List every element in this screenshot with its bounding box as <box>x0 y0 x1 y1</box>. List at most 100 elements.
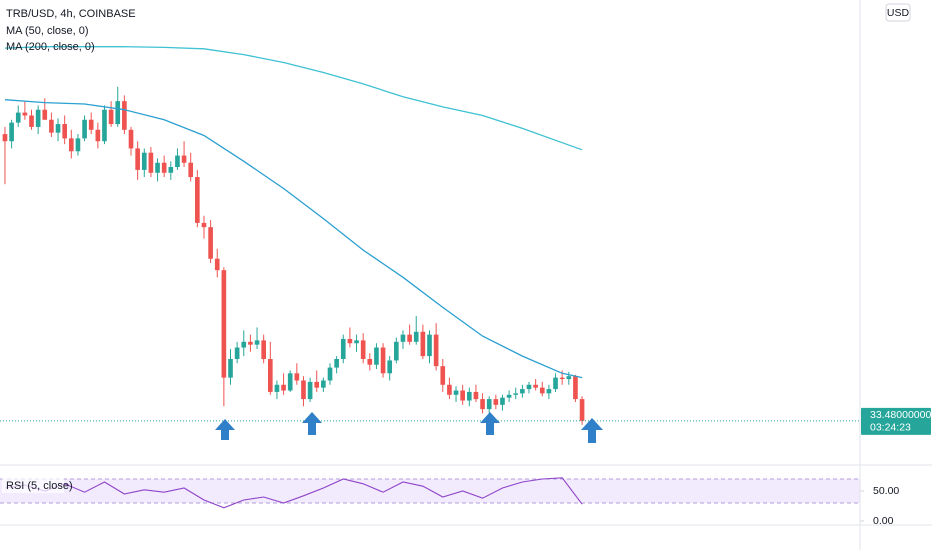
candle-body <box>49 119 54 133</box>
candle-body <box>128 129 134 149</box>
candle-body <box>62 124 67 139</box>
candle-body <box>141 152 147 170</box>
candle-body <box>234 347 240 359</box>
y-tick-label: 0.00 <box>873 515 894 527</box>
candle-body <box>175 155 180 168</box>
candle-body <box>480 399 485 410</box>
candle-body <box>267 358 273 392</box>
candle-body <box>327 367 333 381</box>
candle-body <box>453 390 459 395</box>
candle-body <box>95 129 101 142</box>
rsi-line <box>4 477 583 509</box>
up-arrow <box>215 419 235 440</box>
candle-body <box>135 148 140 170</box>
candle-body <box>75 138 81 152</box>
candle-body <box>314 381 320 388</box>
countdown-label: 03:24:23 <box>870 422 911 434</box>
candle-body <box>248 341 253 345</box>
candle-body <box>367 358 373 365</box>
grid-layer <box>0 478 864 522</box>
y-tick-label: 50.00 <box>873 485 899 497</box>
candle-body <box>208 227 213 259</box>
candle-body <box>413 331 419 342</box>
candle-body <box>321 380 326 388</box>
candle-body <box>307 381 313 400</box>
candle-body <box>228 358 233 378</box>
candle-body <box>486 399 492 410</box>
candle-body <box>433 334 439 367</box>
candle-body <box>533 384 538 388</box>
candle-body <box>466 391 472 401</box>
candle-body <box>188 162 194 178</box>
candle-body <box>500 397 505 405</box>
candle-body <box>559 377 565 380</box>
candle-body <box>360 340 366 359</box>
candle-body <box>88 119 94 130</box>
candle-body <box>340 338 346 359</box>
candle-body <box>566 376 572 380</box>
candle-body <box>68 138 74 152</box>
candle-body <box>195 177 200 223</box>
up-arrow <box>480 412 500 435</box>
candle-body <box>427 334 432 357</box>
candle-body <box>334 358 339 368</box>
candle-body <box>380 347 386 374</box>
candle-body <box>281 384 286 391</box>
legend-entry: MA (200, close, 0) <box>6 41 95 53</box>
candle-body <box>539 387 545 394</box>
last-price-badge <box>861 407 931 435</box>
candle-body <box>148 152 154 173</box>
candle-body <box>400 334 406 342</box>
candle-body <box>161 162 167 173</box>
candle-body <box>374 347 379 365</box>
candle-body <box>261 340 266 359</box>
candle-body <box>108 109 114 125</box>
candle-body <box>553 377 558 390</box>
candle-body <box>254 340 260 345</box>
candle-body <box>294 373 300 381</box>
rsi-band-fill <box>0 478 860 503</box>
candle-body <box>102 109 107 142</box>
candle-body <box>15 112 21 123</box>
candle-body <box>155 162 160 173</box>
chart-title: TRB/USD, 4h, COINBASE <box>6 8 136 20</box>
up-arrow <box>581 418 603 443</box>
moving-average-line <box>4 99 583 379</box>
candle-body <box>42 109 48 120</box>
candle-body <box>122 101 127 130</box>
candle-body <box>407 334 412 342</box>
currency-label: USD <box>887 7 910 19</box>
candle-body <box>201 222 207 228</box>
candle-body <box>22 112 28 116</box>
candle-body <box>347 338 353 344</box>
candle-body <box>493 399 499 405</box>
candle-body <box>35 109 41 127</box>
candle-body <box>181 155 187 163</box>
rsi-title: RSI (5, close) <box>6 480 73 492</box>
candle-body <box>546 389 552 394</box>
candle-body <box>301 380 306 400</box>
legend-entry: MA (50, close, 0) <box>6 25 89 37</box>
moving-average-line <box>4 46 583 151</box>
candle-body <box>387 360 393 374</box>
candle-body <box>354 340 359 344</box>
annotation-arrows <box>215 412 603 443</box>
candle-body <box>29 115 34 127</box>
candle-body <box>394 341 399 361</box>
candle-body <box>460 390 465 401</box>
candle-body <box>520 389 525 394</box>
candle-body <box>526 384 532 390</box>
candle-body <box>2 134 8 142</box>
candle-body <box>214 258 220 271</box>
candle-body <box>221 270 227 378</box>
candle-body <box>241 341 247 348</box>
candle-body <box>420 331 426 357</box>
candle-body <box>287 373 293 391</box>
marks-layer <box>0 46 860 509</box>
candle-body <box>82 119 87 139</box>
candle-body <box>513 393 519 395</box>
